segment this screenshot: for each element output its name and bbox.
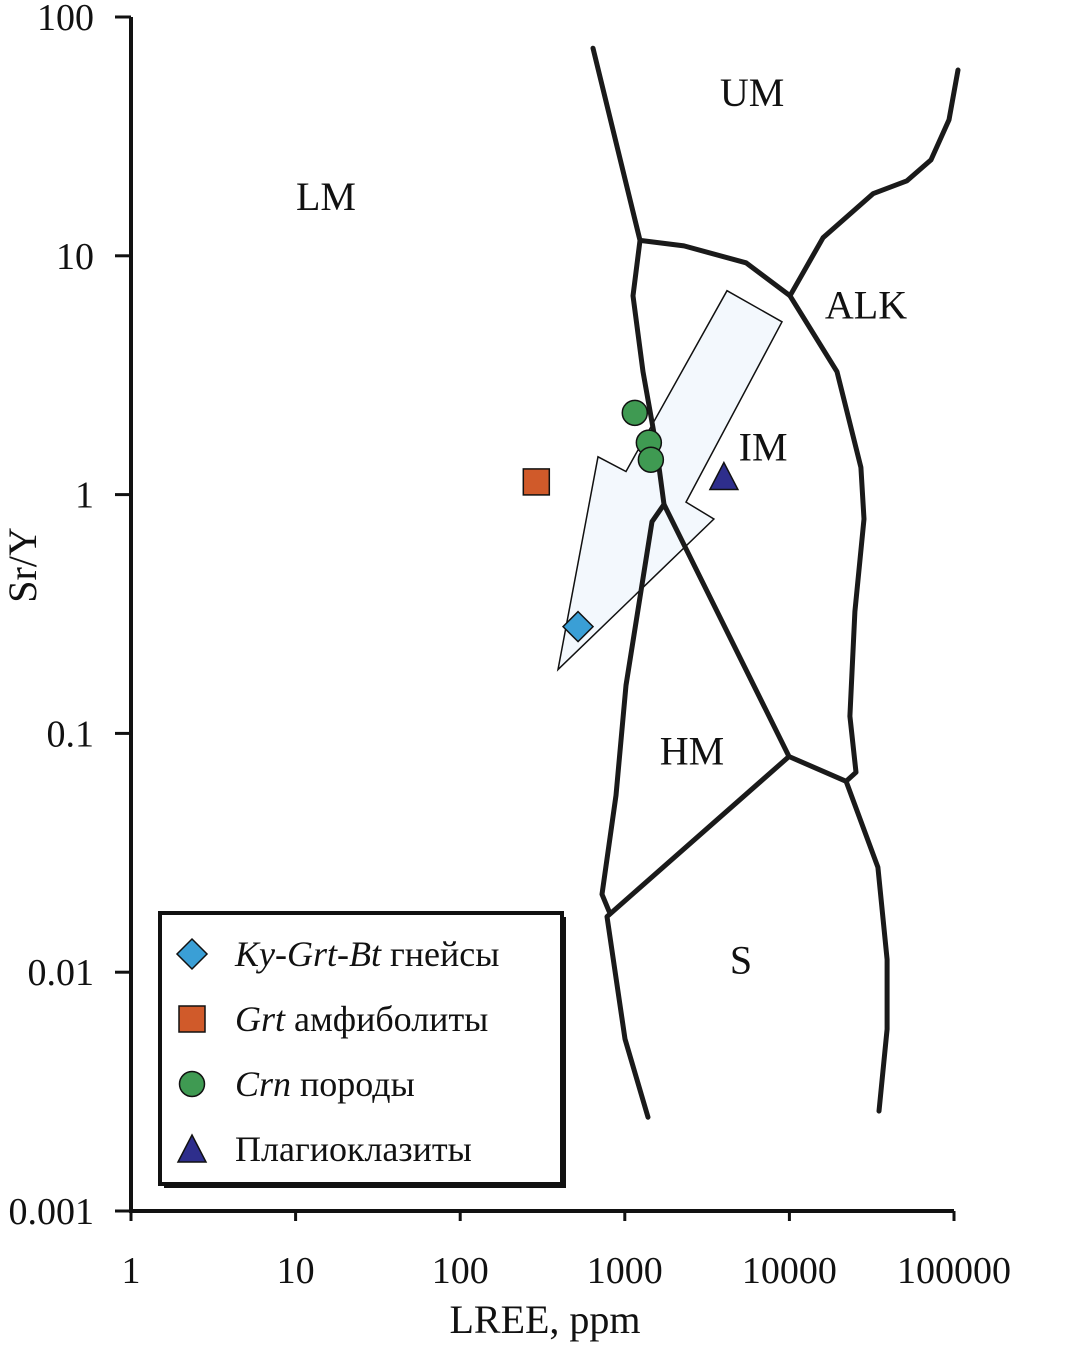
legend-marker-diamond xyxy=(175,937,209,971)
field-boundary-line xyxy=(787,67,961,299)
data-point-triangle xyxy=(708,460,740,491)
y-tick-label: 1 xyxy=(75,475,94,517)
legend-entry: Crn породы xyxy=(235,1064,415,1104)
x-tick-label: 100000 xyxy=(897,1250,1011,1292)
x-tick-label: 1000 xyxy=(587,1250,663,1292)
field-boundary-line xyxy=(637,237,890,1114)
x-tick-label: 10000 xyxy=(742,1250,837,1292)
legend-marker-triangle xyxy=(176,1133,208,1163)
legend-entry: Плагиоклазиты xyxy=(235,1129,472,1169)
y-tick-label: 100 xyxy=(37,0,94,39)
field-label: IM xyxy=(739,425,788,470)
y-tick-label: 10 xyxy=(56,236,94,278)
y-tick-label: 0.01 xyxy=(28,952,95,994)
legend-marker-square xyxy=(178,1005,206,1033)
field-label: UM xyxy=(720,70,784,115)
x-tick-label: 100 xyxy=(432,1250,489,1292)
field-boundary-line xyxy=(604,754,792,1120)
field-label: ALK xyxy=(825,283,907,328)
legend-marker-circle xyxy=(178,1070,206,1098)
x-axis-label: LREE, ppm xyxy=(449,1297,640,1342)
legend-box xyxy=(158,911,564,1186)
legend-entry: Grt амфиболиты xyxy=(235,999,488,1039)
field-label: HM xyxy=(660,728,724,773)
trend-arrow xyxy=(556,289,784,672)
y-axis-label: Sr/Y xyxy=(0,527,45,603)
y-tick-label: 0.001 xyxy=(9,1191,95,1233)
field-label: S xyxy=(730,938,752,983)
data-point-square xyxy=(522,468,551,496)
y-tick-label: 0.1 xyxy=(47,713,95,755)
field-label: LM xyxy=(296,174,356,219)
data-point-circle xyxy=(637,446,665,473)
x-tick-label: 1 xyxy=(122,1250,141,1292)
legend-entry: Ky-Grt-Bt гнейсы xyxy=(234,934,499,974)
x-tick-label: 10 xyxy=(277,1250,315,1292)
data-point-diamond xyxy=(561,610,595,643)
data-point-circle xyxy=(621,399,649,427)
